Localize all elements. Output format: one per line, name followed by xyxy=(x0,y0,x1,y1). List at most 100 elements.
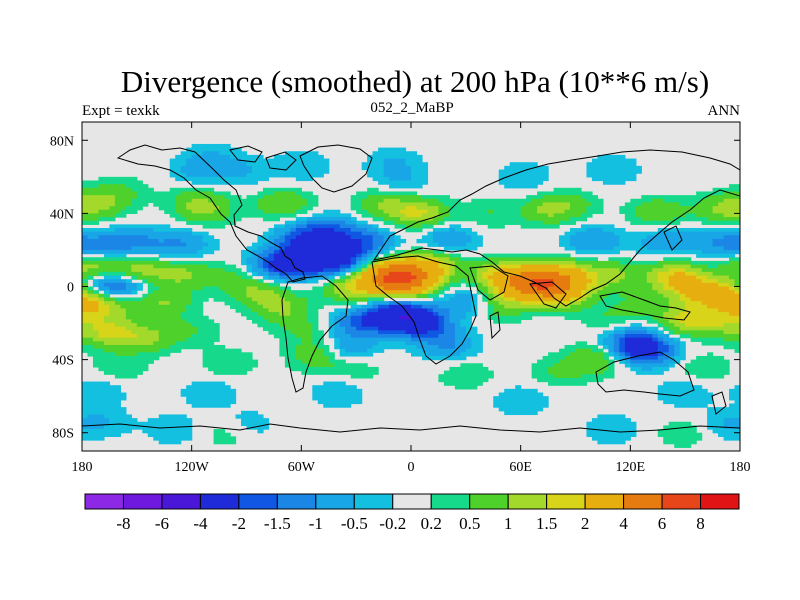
field-cell xyxy=(602,355,609,361)
field-cell xyxy=(98,304,111,310)
field-cell xyxy=(279,275,313,280)
field-cell xyxy=(230,213,297,218)
case-label: 052_2_MaBP xyxy=(370,100,453,116)
field-cell xyxy=(679,293,686,299)
field-cell xyxy=(356,260,363,266)
field-cell xyxy=(438,264,450,269)
field-cell xyxy=(169,165,182,171)
field-cell xyxy=(92,337,160,342)
field-cell xyxy=(153,228,193,233)
field-cell xyxy=(432,282,440,288)
field-cell xyxy=(158,330,198,335)
field-cell xyxy=(564,290,582,295)
field-cell xyxy=(383,217,401,222)
field-cell xyxy=(663,359,675,364)
field-cell xyxy=(487,304,494,310)
field-cell xyxy=(548,366,609,372)
field-cell xyxy=(251,271,259,277)
field-cell xyxy=(591,436,631,441)
field-cell xyxy=(246,286,259,291)
field-cell xyxy=(82,385,121,390)
field-cell xyxy=(158,334,193,339)
field-cell xyxy=(608,344,615,350)
field-cell xyxy=(597,301,620,306)
field-cell xyxy=(696,202,719,207)
field-cell xyxy=(82,220,100,225)
field-cell xyxy=(147,293,193,299)
field-cell xyxy=(235,271,248,277)
field-cell xyxy=(438,326,445,331)
colorbar-swatch xyxy=(161,493,201,510)
field-cell xyxy=(82,323,94,328)
field-cell xyxy=(82,410,127,416)
field-cell xyxy=(125,326,149,331)
field-cell xyxy=(268,319,308,324)
field-cell xyxy=(443,330,456,335)
field-cell xyxy=(235,414,264,419)
field-cell xyxy=(723,344,740,350)
field-cell xyxy=(273,249,280,255)
field-cell xyxy=(361,264,368,269)
field-cell xyxy=(361,242,374,247)
field-cell xyxy=(279,337,302,342)
field-cell xyxy=(471,198,533,204)
field-cell xyxy=(553,293,582,299)
field-cell xyxy=(295,220,308,225)
field-cell xyxy=(295,344,319,350)
x-tick-label: 0 xyxy=(408,460,415,475)
field-cell xyxy=(493,399,549,405)
field-cell xyxy=(103,348,160,353)
field-cell xyxy=(169,187,215,193)
field-cell xyxy=(295,348,324,353)
field-cell xyxy=(361,323,440,328)
field-cell xyxy=(82,341,105,346)
field-cell xyxy=(279,242,291,247)
field-cell xyxy=(213,370,248,375)
x-tick-label: 180 xyxy=(730,460,751,475)
field-cell xyxy=(87,414,105,419)
field-cell xyxy=(668,348,675,353)
field-cell xyxy=(608,282,653,288)
field-cell xyxy=(646,319,659,324)
field-cell xyxy=(701,341,740,346)
field-cell xyxy=(520,206,538,211)
field-cell xyxy=(202,348,242,353)
field-cell xyxy=(570,228,588,233)
field-cell xyxy=(460,279,467,284)
field-cell xyxy=(224,268,242,273)
field-cell xyxy=(334,344,341,350)
field-cell xyxy=(257,238,270,244)
field-cell xyxy=(696,191,725,196)
field-cell xyxy=(471,235,483,240)
field-cell xyxy=(98,330,132,335)
field-cell xyxy=(690,337,725,342)
field-cell xyxy=(504,165,549,171)
field-cell xyxy=(531,198,588,204)
field-cell xyxy=(312,392,363,397)
field-cell xyxy=(82,206,111,211)
field-cell xyxy=(186,206,220,211)
colorbar-label: -8 xyxy=(116,514,130,533)
field-cell xyxy=(580,213,593,218)
field-cell xyxy=(367,169,385,174)
colorbar-label: -1 xyxy=(309,514,323,533)
field-cell xyxy=(82,399,121,405)
field-cell xyxy=(92,279,100,284)
field-cell xyxy=(630,220,681,225)
field-cell xyxy=(493,279,511,284)
field-cell xyxy=(619,238,642,244)
field-cell xyxy=(531,363,555,368)
field-cell xyxy=(142,279,149,284)
field-cell xyxy=(668,330,675,335)
field-cell xyxy=(367,257,374,262)
field-cell xyxy=(82,348,105,353)
field-cell xyxy=(356,271,363,277)
field-cell xyxy=(487,308,494,313)
field-cell xyxy=(389,246,396,251)
field-cell xyxy=(707,217,740,222)
field-cell xyxy=(186,268,226,273)
field-cell xyxy=(690,297,740,302)
field-cell xyxy=(668,308,686,313)
field-cell xyxy=(361,162,385,167)
field-cell xyxy=(383,253,390,258)
